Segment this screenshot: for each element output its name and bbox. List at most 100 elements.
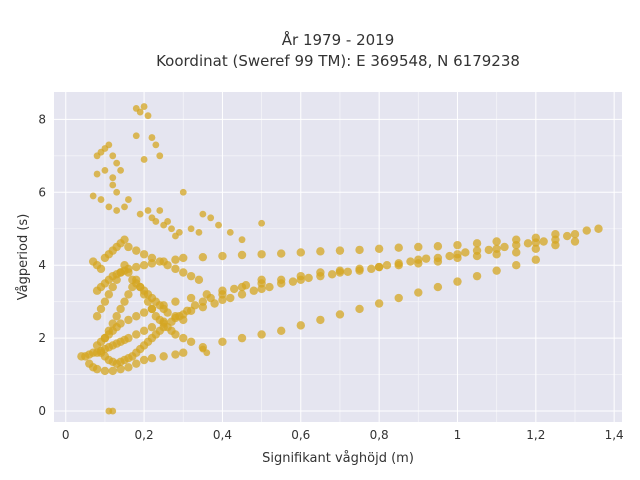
data-point (132, 132, 140, 140)
data-point (316, 268, 325, 277)
data-point (168, 225, 175, 233)
data-point (582, 226, 591, 235)
data-point (104, 290, 114, 299)
x-tick-label: 1,4 (605, 428, 624, 442)
data-point (124, 242, 133, 252)
data-point (124, 290, 133, 299)
data-point (136, 108, 144, 116)
data-point (296, 321, 305, 330)
data-point (374, 299, 384, 308)
data-point (237, 290, 247, 299)
data-point (316, 247, 325, 256)
data-point (132, 330, 141, 339)
data-point (199, 210, 207, 218)
y-tick-label: 6 (38, 185, 46, 199)
data-point (433, 282, 443, 292)
data-point (531, 244, 541, 253)
data-point (492, 237, 501, 246)
data-point (195, 228, 203, 236)
data-point (179, 348, 188, 357)
data-point (237, 250, 247, 260)
data-point (551, 240, 560, 250)
data-point (229, 284, 239, 294)
data-point (335, 266, 345, 275)
data-point (152, 218, 160, 225)
data-point (304, 273, 313, 283)
chart-title-line-1: År 1979 - 2019 (282, 30, 395, 49)
data-point (148, 134, 156, 141)
data-point (492, 250, 501, 259)
data-point (171, 297, 180, 306)
data-point (367, 264, 376, 274)
data-point (512, 261, 521, 270)
data-point (218, 251, 227, 261)
data-point (433, 257, 443, 266)
data-point (186, 337, 196, 346)
data-point (277, 275, 286, 284)
data-point (198, 297, 208, 306)
data-point (335, 310, 345, 319)
data-point (237, 282, 247, 292)
data-point (355, 264, 364, 274)
data-point (108, 366, 117, 376)
data-point (116, 268, 125, 277)
data-point (539, 237, 548, 246)
y-tick-label: 2 (38, 331, 46, 345)
data-point (120, 297, 129, 306)
data-point (147, 353, 157, 363)
data-point (116, 319, 125, 328)
data-point (92, 312, 102, 321)
data-point (187, 225, 195, 233)
data-point (355, 245, 364, 255)
data-point (182, 306, 192, 315)
data-point (500, 242, 509, 252)
data-point (453, 240, 462, 250)
data-point (139, 326, 149, 336)
data-point (132, 262, 141, 272)
data-point (147, 304, 157, 314)
data-point (144, 207, 152, 214)
y-axis-ticks: 0 2 4 6 8 (38, 112, 46, 418)
data-point (226, 228, 234, 236)
data-point (120, 235, 129, 244)
data-point (124, 315, 133, 325)
x-tick-label: 0,6 (291, 428, 310, 442)
data-point (124, 268, 133, 277)
data-point (316, 315, 325, 325)
data-point (382, 261, 392, 270)
data-point (461, 248, 470, 257)
data-point (203, 349, 211, 357)
data-point (453, 253, 462, 263)
data-point (277, 249, 286, 258)
data-point (175, 312, 184, 321)
data-point (171, 255, 180, 264)
data-point (132, 359, 141, 368)
data-point (139, 308, 149, 317)
data-point (92, 364, 102, 374)
data-point (433, 242, 443, 251)
x-tick-label: 1 (454, 428, 462, 442)
data-point (112, 275, 121, 284)
data-point (472, 271, 482, 281)
data-point (531, 233, 541, 243)
data-point (186, 293, 196, 303)
data-point (113, 159, 121, 167)
data-point (327, 270, 337, 279)
x-tick-label: 1,2 (526, 428, 545, 442)
data-point (105, 203, 113, 211)
data-point (343, 267, 352, 276)
data-point (414, 288, 423, 297)
data-point (159, 301, 168, 310)
data-point (226, 293, 235, 303)
data-point (421, 254, 431, 263)
data-point (136, 210, 144, 218)
data-point (155, 257, 164, 266)
data-point (163, 308, 172, 317)
data-point (484, 245, 494, 255)
data-point (237, 333, 247, 343)
data-point (96, 304, 106, 314)
data-point (335, 246, 345, 255)
data-point (207, 214, 215, 222)
data-point (100, 366, 110, 376)
